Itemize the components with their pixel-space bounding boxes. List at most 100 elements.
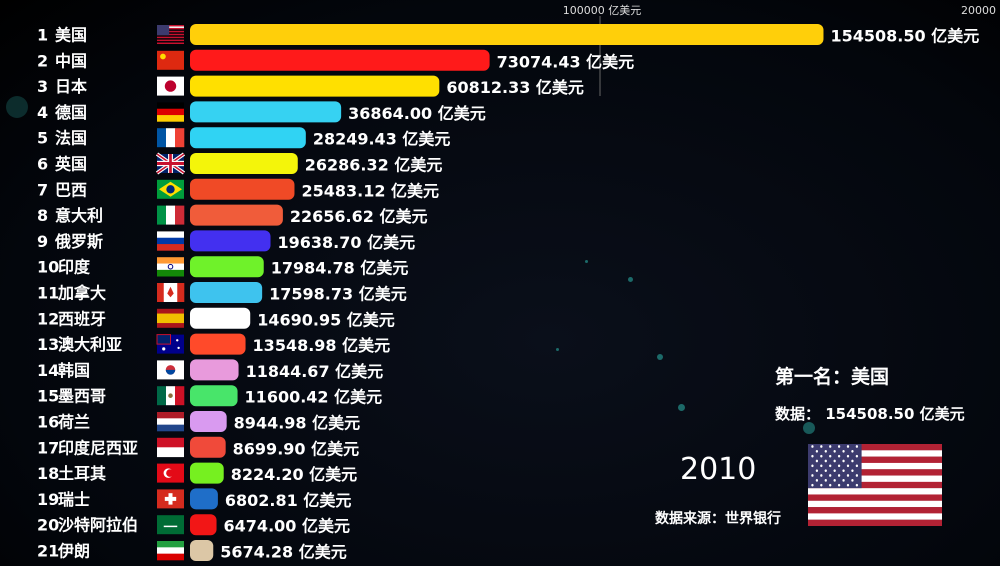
- country-label: 意大利: [55, 206, 103, 225]
- flag-ru-icon: [157, 231, 184, 251]
- value-label: 73074.43 亿美元: [497, 52, 635, 71]
- rank-label: 18: [37, 464, 59, 483]
- bar: [190, 385, 238, 407]
- bar: [190, 307, 251, 329]
- rank-label: 17: [37, 438, 59, 457]
- flag-kr-icon: [157, 360, 184, 380]
- rank-label: 21: [37, 542, 59, 561]
- bar-row: 8 意大利 22656.62 亿美元: [37, 204, 428, 226]
- bar: [190, 411, 227, 432]
- country-label: 法国: [55, 129, 87, 148]
- particle-decoration: [585, 260, 588, 263]
- rank-label: 19: [37, 490, 59, 509]
- flag-tr-icon: [157, 463, 184, 483]
- value-label: 19638.70 亿美元: [278, 233, 416, 252]
- x-tick-label-1: 100000 亿美元: [563, 4, 642, 17]
- bar-row: 2 中国 73074.43 亿美元: [37, 49, 635, 71]
- bar: [190, 436, 226, 458]
- bar: [190, 153, 298, 174]
- value-label: 17984.78 亿美元: [271, 259, 409, 278]
- value-label: 11844.67 亿美元: [246, 362, 384, 381]
- particle-decoration: [628, 277, 633, 282]
- value-label: 6802.81 亿美元: [225, 491, 351, 510]
- value-label: 14690.95 亿美元: [257, 310, 395, 329]
- bar: [190, 24, 824, 45]
- rank-label: 8: [37, 206, 48, 225]
- particle-decoration: [6, 96, 28, 118]
- country-label: 英国: [54, 155, 87, 174]
- bar: [190, 49, 490, 71]
- rank-label: 5: [37, 129, 48, 148]
- value-label: 13548.98 亿美元: [253, 336, 391, 355]
- flag-id-icon: [157, 437, 184, 458]
- country-label: 土耳其: [58, 464, 106, 483]
- flag-mx-icon: [157, 386, 185, 406]
- bar: [190, 178, 295, 200]
- bar: [190, 230, 271, 252]
- country-label: 德国: [55, 103, 87, 122]
- rank-label: 11: [37, 284, 59, 303]
- country-label: 沙特阿拉伯: [58, 516, 138, 535]
- value-label: 8699.90 亿美元: [233, 439, 359, 458]
- value-label: 36864.00 亿美元: [348, 104, 486, 123]
- country-label: 巴西: [55, 180, 87, 199]
- value-label: 26286.32 亿美元: [305, 156, 443, 175]
- flag-jp-icon: [157, 76, 184, 96]
- flag-ir-icon: [157, 541, 184, 561]
- bar-row: 7 巴西 25483.12 亿美元: [37, 178, 439, 200]
- rank-label: 4: [37, 103, 48, 122]
- rank-label: 2: [37, 51, 48, 70]
- flag-nl-icon: [157, 412, 184, 432]
- country-label: 美国: [55, 26, 87, 45]
- particle-decoration: [803, 422, 815, 434]
- particle-decoration: [678, 404, 685, 411]
- rank-label: 3: [37, 77, 48, 96]
- country-label: 日本: [55, 77, 87, 96]
- bar-row: 4 德国 36864.00 亿美元: [37, 101, 486, 123]
- country-label: 俄罗斯: [54, 232, 103, 251]
- rank-label: 9: [37, 232, 48, 251]
- rank-label: 10: [37, 258, 59, 277]
- value-label: 154508.50 亿美元: [830, 27, 979, 46]
- particle-decoration: [556, 348, 559, 351]
- flag-au-icon: [156, 334, 184, 354]
- bar-row: 5 法国 28249.43 亿美元: [37, 127, 450, 149]
- bar: [190, 514, 217, 536]
- rank-label: 15: [37, 387, 59, 406]
- flag-ca-icon: [157, 283, 185, 302]
- bar: [190, 256, 264, 278]
- country-label: 墨西哥: [58, 387, 106, 406]
- value-label: 60812.33 亿美元: [446, 78, 584, 97]
- rank-label: 14: [37, 361, 59, 380]
- country-label: 西班牙: [58, 309, 106, 328]
- value-label: 25483.12 亿美元: [301, 181, 439, 200]
- bar-row: 9 俄罗斯 19638.70 亿美元: [37, 230, 415, 252]
- bar: [190, 75, 440, 97]
- bar: [190, 127, 306, 149]
- country-label: 中国: [55, 51, 87, 70]
- rank-label: 1: [37, 26, 48, 45]
- value-label: 22656.62 亿美元: [290, 207, 428, 226]
- value-label: 28249.43 亿美元: [313, 130, 451, 149]
- flag-es-icon: [157, 308, 184, 328]
- country-label: 澳大利亚: [58, 335, 122, 354]
- rank-label: 13: [37, 335, 59, 354]
- country-label: 瑞士: [58, 490, 90, 509]
- country-label: 韩国: [58, 361, 90, 380]
- rank-label: 12: [37, 309, 59, 328]
- bar: [190, 540, 214, 561]
- flag-br-icon: [157, 179, 184, 199]
- country-label: 加拿大: [57, 284, 106, 303]
- bar: [190, 462, 224, 484]
- rank-label: 7: [37, 180, 48, 199]
- flag-de-icon: [157, 102, 184, 122]
